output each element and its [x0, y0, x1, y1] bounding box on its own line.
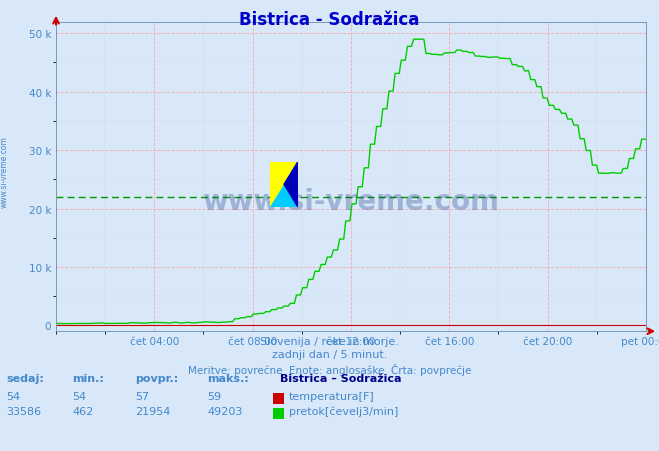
Text: povpr.:: povpr.: — [135, 373, 179, 383]
Text: 54: 54 — [7, 391, 20, 401]
Text: Bistrica – Sodražica: Bistrica – Sodražica — [280, 373, 401, 383]
Text: 54: 54 — [72, 391, 86, 401]
Text: temperatura[F]: temperatura[F] — [289, 391, 374, 401]
Text: pretok[čevelj3/min]: pretok[čevelj3/min] — [289, 405, 398, 416]
Text: 59: 59 — [208, 391, 221, 401]
Text: min.:: min.: — [72, 373, 104, 383]
Text: Slovenija / reke in morje.: Slovenija / reke in morje. — [260, 336, 399, 346]
Text: sedaj:: sedaj: — [7, 373, 44, 383]
Text: 33586: 33586 — [7, 406, 42, 416]
Text: www.si-vreme.com: www.si-vreme.com — [202, 188, 500, 216]
Text: Meritve: povrečne  Enote: anglosaške  Črta: povprečje: Meritve: povrečne Enote: anglosaške Črta… — [188, 363, 471, 375]
Polygon shape — [284, 162, 298, 207]
Text: maks.:: maks.: — [208, 373, 249, 383]
Text: Bistrica - Sodražica: Bistrica - Sodražica — [239, 11, 420, 29]
Text: 49203: 49203 — [208, 406, 243, 416]
Text: www.si-vreme.com: www.si-vreme.com — [0, 135, 9, 207]
Polygon shape — [270, 162, 298, 207]
Text: 57: 57 — [135, 391, 149, 401]
Polygon shape — [270, 162, 298, 207]
Text: 462: 462 — [72, 406, 94, 416]
Text: 21954: 21954 — [135, 406, 171, 416]
Text: zadnji dan / 5 minut.: zadnji dan / 5 minut. — [272, 350, 387, 359]
